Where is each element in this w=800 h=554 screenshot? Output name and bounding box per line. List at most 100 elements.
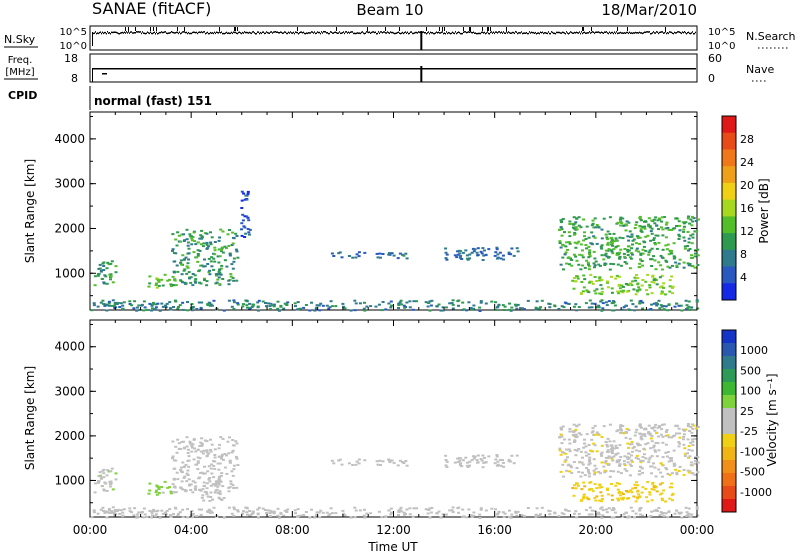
power-cell [678,235,682,238]
freq-sample [199,68,200,70]
freq-sample [471,68,472,70]
velocity-cell [630,440,634,443]
nsky-sample [654,32,655,34]
velocity-cell [682,435,686,438]
velocity-cell [248,510,252,512]
freq-sample [565,68,566,70]
velocity-cell [654,475,658,478]
power-cell [404,252,408,255]
freq-sample [230,68,231,70]
freq-sample [390,68,391,70]
velocity-cell [653,485,657,487]
velocity-cell [211,498,214,501]
velocity-cell [279,512,283,515]
velocity-cell [168,514,172,517]
velocity-cell [616,488,620,491]
power-cell [168,278,171,281]
power-cell [240,207,244,209]
nsky-sample [155,33,156,35]
velocity-cell [590,509,594,512]
velocity-cell [646,442,650,445]
velocity-cell [617,482,621,485]
velocity-cell [670,494,674,497]
power-cell [453,254,457,257]
power-cell [205,280,209,283]
freq-sample [579,68,580,70]
power-cell [650,219,654,222]
power-cell [599,245,603,248]
power-cell [606,238,609,241]
velocity-cell [594,499,598,502]
nsky-sample [127,32,128,34]
nsky-sample [257,31,258,33]
velocity-cell [568,430,572,433]
freq-sample [572,68,573,70]
velocity-cell [397,511,401,514]
power-cell [177,305,180,308]
velocity-cell [209,467,213,470]
freq-sample [277,68,278,70]
nsky-spike [470,27,471,31]
freq-sample [685,68,686,70]
nsky-spike [219,27,220,31]
velocity-cell [602,465,606,468]
nsky-sample [332,32,333,34]
power-cell [583,278,587,281]
freq-sample [101,68,102,70]
nsky-sample [463,31,464,33]
velocity-cell [151,510,155,513]
nsky-sample [643,32,644,34]
velocity-cell [690,449,694,452]
velocity-cell [113,510,117,513]
power-cell [572,216,576,219]
nsky-sample [340,32,341,35]
power-cell [242,303,245,306]
x-tick-label: 00:00 [680,523,715,537]
velocity-cell [652,426,656,429]
nsky-sample [159,31,160,34]
nsky-sample [99,31,100,34]
nsky-sample [183,31,184,33]
power-cell [194,281,198,284]
freq-sample [644,68,645,70]
velocity-cell [574,428,578,431]
velocity-cell [582,493,586,496]
freq-sample [113,68,114,70]
power-cell [481,247,485,250]
velocity-cell [606,493,610,496]
nsky-sample [341,32,342,34]
freq-sample [485,68,486,70]
power-cell [687,215,690,218]
freq-sample [285,68,286,70]
velocity-cell [282,514,286,517]
velocity-cell [686,438,690,441]
freq-sample [510,68,511,70]
velocity-cell [329,507,333,510]
velocity-cell [633,434,637,437]
power-cell [176,270,180,273]
nsky-sample [479,32,480,35]
power-cell [672,242,676,245]
nsky-sample [634,32,635,34]
freq-sample [279,68,280,70]
colorbar-swatch [722,182,736,201]
nsky-sample [358,32,359,34]
power-cell [389,300,393,303]
velocity-cell [181,515,185,518]
freq-sample [462,68,463,70]
velocity-cell [597,511,601,514]
velocity-cell [599,507,603,510]
freq-sample [347,68,348,70]
velocity-cell [613,511,617,514]
power-cell [619,248,623,251]
power-cell [498,251,502,254]
velocity-cell [681,428,685,431]
velocity-cell [591,490,595,493]
velocity-cell [642,447,646,450]
velocity-cell [481,454,485,457]
power-cell [687,300,691,303]
velocity-cell [435,512,439,515]
power-cell [248,302,252,305]
velocity-cell [196,448,200,451]
power-cell [695,299,699,302]
